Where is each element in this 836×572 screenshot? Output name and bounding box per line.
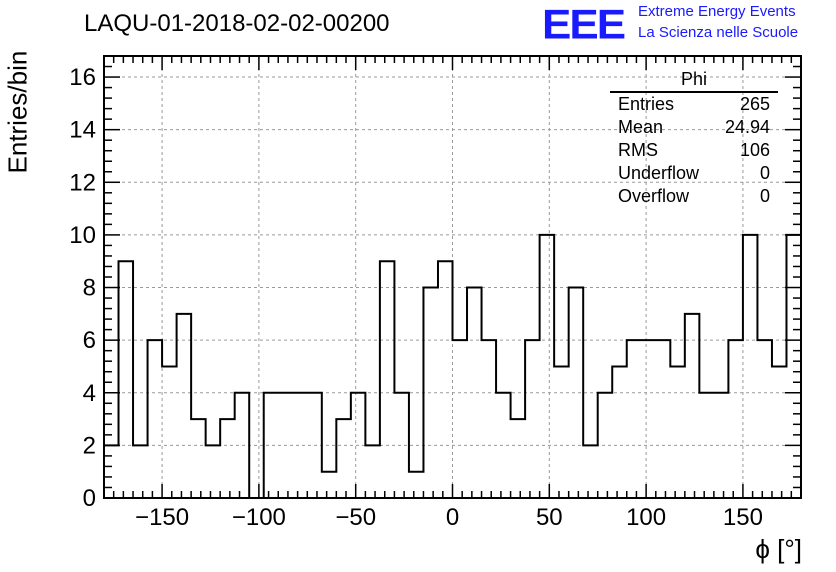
stats-label: RMS [618, 140, 658, 160]
x-tick-label: 100 [626, 504, 666, 531]
x-tick-label: 50 [536, 504, 563, 531]
y-tick-label: 6 [83, 327, 96, 354]
y-axis-label: Entries/bin [2, 50, 33, 174]
y-tick-label: 0 [83, 485, 96, 512]
x-tick-label: 150 [723, 504, 763, 531]
stats-box: Phi Entries 265 Mean 24.94 RMS 106 Under… [610, 68, 778, 208]
y-tick-label: 8 [83, 275, 96, 302]
stats-value: 0 [759, 163, 770, 183]
x-axis-label: ϕ [°] [755, 534, 802, 564]
x-tick-label: −50 [335, 504, 376, 531]
chart-title: LAQU-01-2018-02-02-00200 [84, 10, 390, 37]
eee-logo: EEE [542, 1, 626, 48]
x-tick-label: −150 [135, 504, 189, 531]
histogram-outline [103, 233, 802, 499]
stats-label: Entries [618, 94, 675, 114]
logo-line-1: Extreme Energy Events [638, 3, 796, 20]
stats-value: 0 [759, 186, 770, 206]
y-tick-label: 10 [69, 222, 96, 249]
stats-value: 106 [739, 140, 770, 160]
y-tick-label: 16 [69, 64, 96, 91]
y-tick-label: 2 [83, 432, 96, 459]
stats-row: RMS 106 [610, 139, 778, 162]
y-tick-label: 14 [69, 117, 96, 144]
stats-row: Mean 24.94 [610, 116, 778, 139]
logo-line-2: La Scienza nelle Scuole [638, 24, 799, 41]
stats-row: Entries 265 [610, 93, 778, 116]
y-tick-label: 12 [69, 169, 96, 196]
stats-row: Overflow 0 [610, 185, 778, 208]
axis-ticks [104, 56, 801, 499]
stats-label: Mean [618, 117, 664, 137]
x-tick-label: 0 [446, 504, 459, 531]
x-tick-labels: −150 −100 −50 0 50 100 150 [135, 504, 763, 531]
stats-value: 265 [739, 94, 770, 114]
stats-row: Underflow 0 [610, 162, 778, 185]
stats-label: Underflow [618, 163, 700, 183]
y-tick-label: 4 [83, 380, 96, 407]
stats-label: Overflow [618, 186, 690, 206]
x-tick-label: −100 [232, 504, 286, 531]
stats-value: 24.94 [724, 117, 770, 137]
grid-lines [104, 56, 801, 498]
y-tick-labels: 0 2 4 6 8 10 12 14 16 [69, 64, 96, 512]
stats-name: Phi [610, 68, 778, 93]
